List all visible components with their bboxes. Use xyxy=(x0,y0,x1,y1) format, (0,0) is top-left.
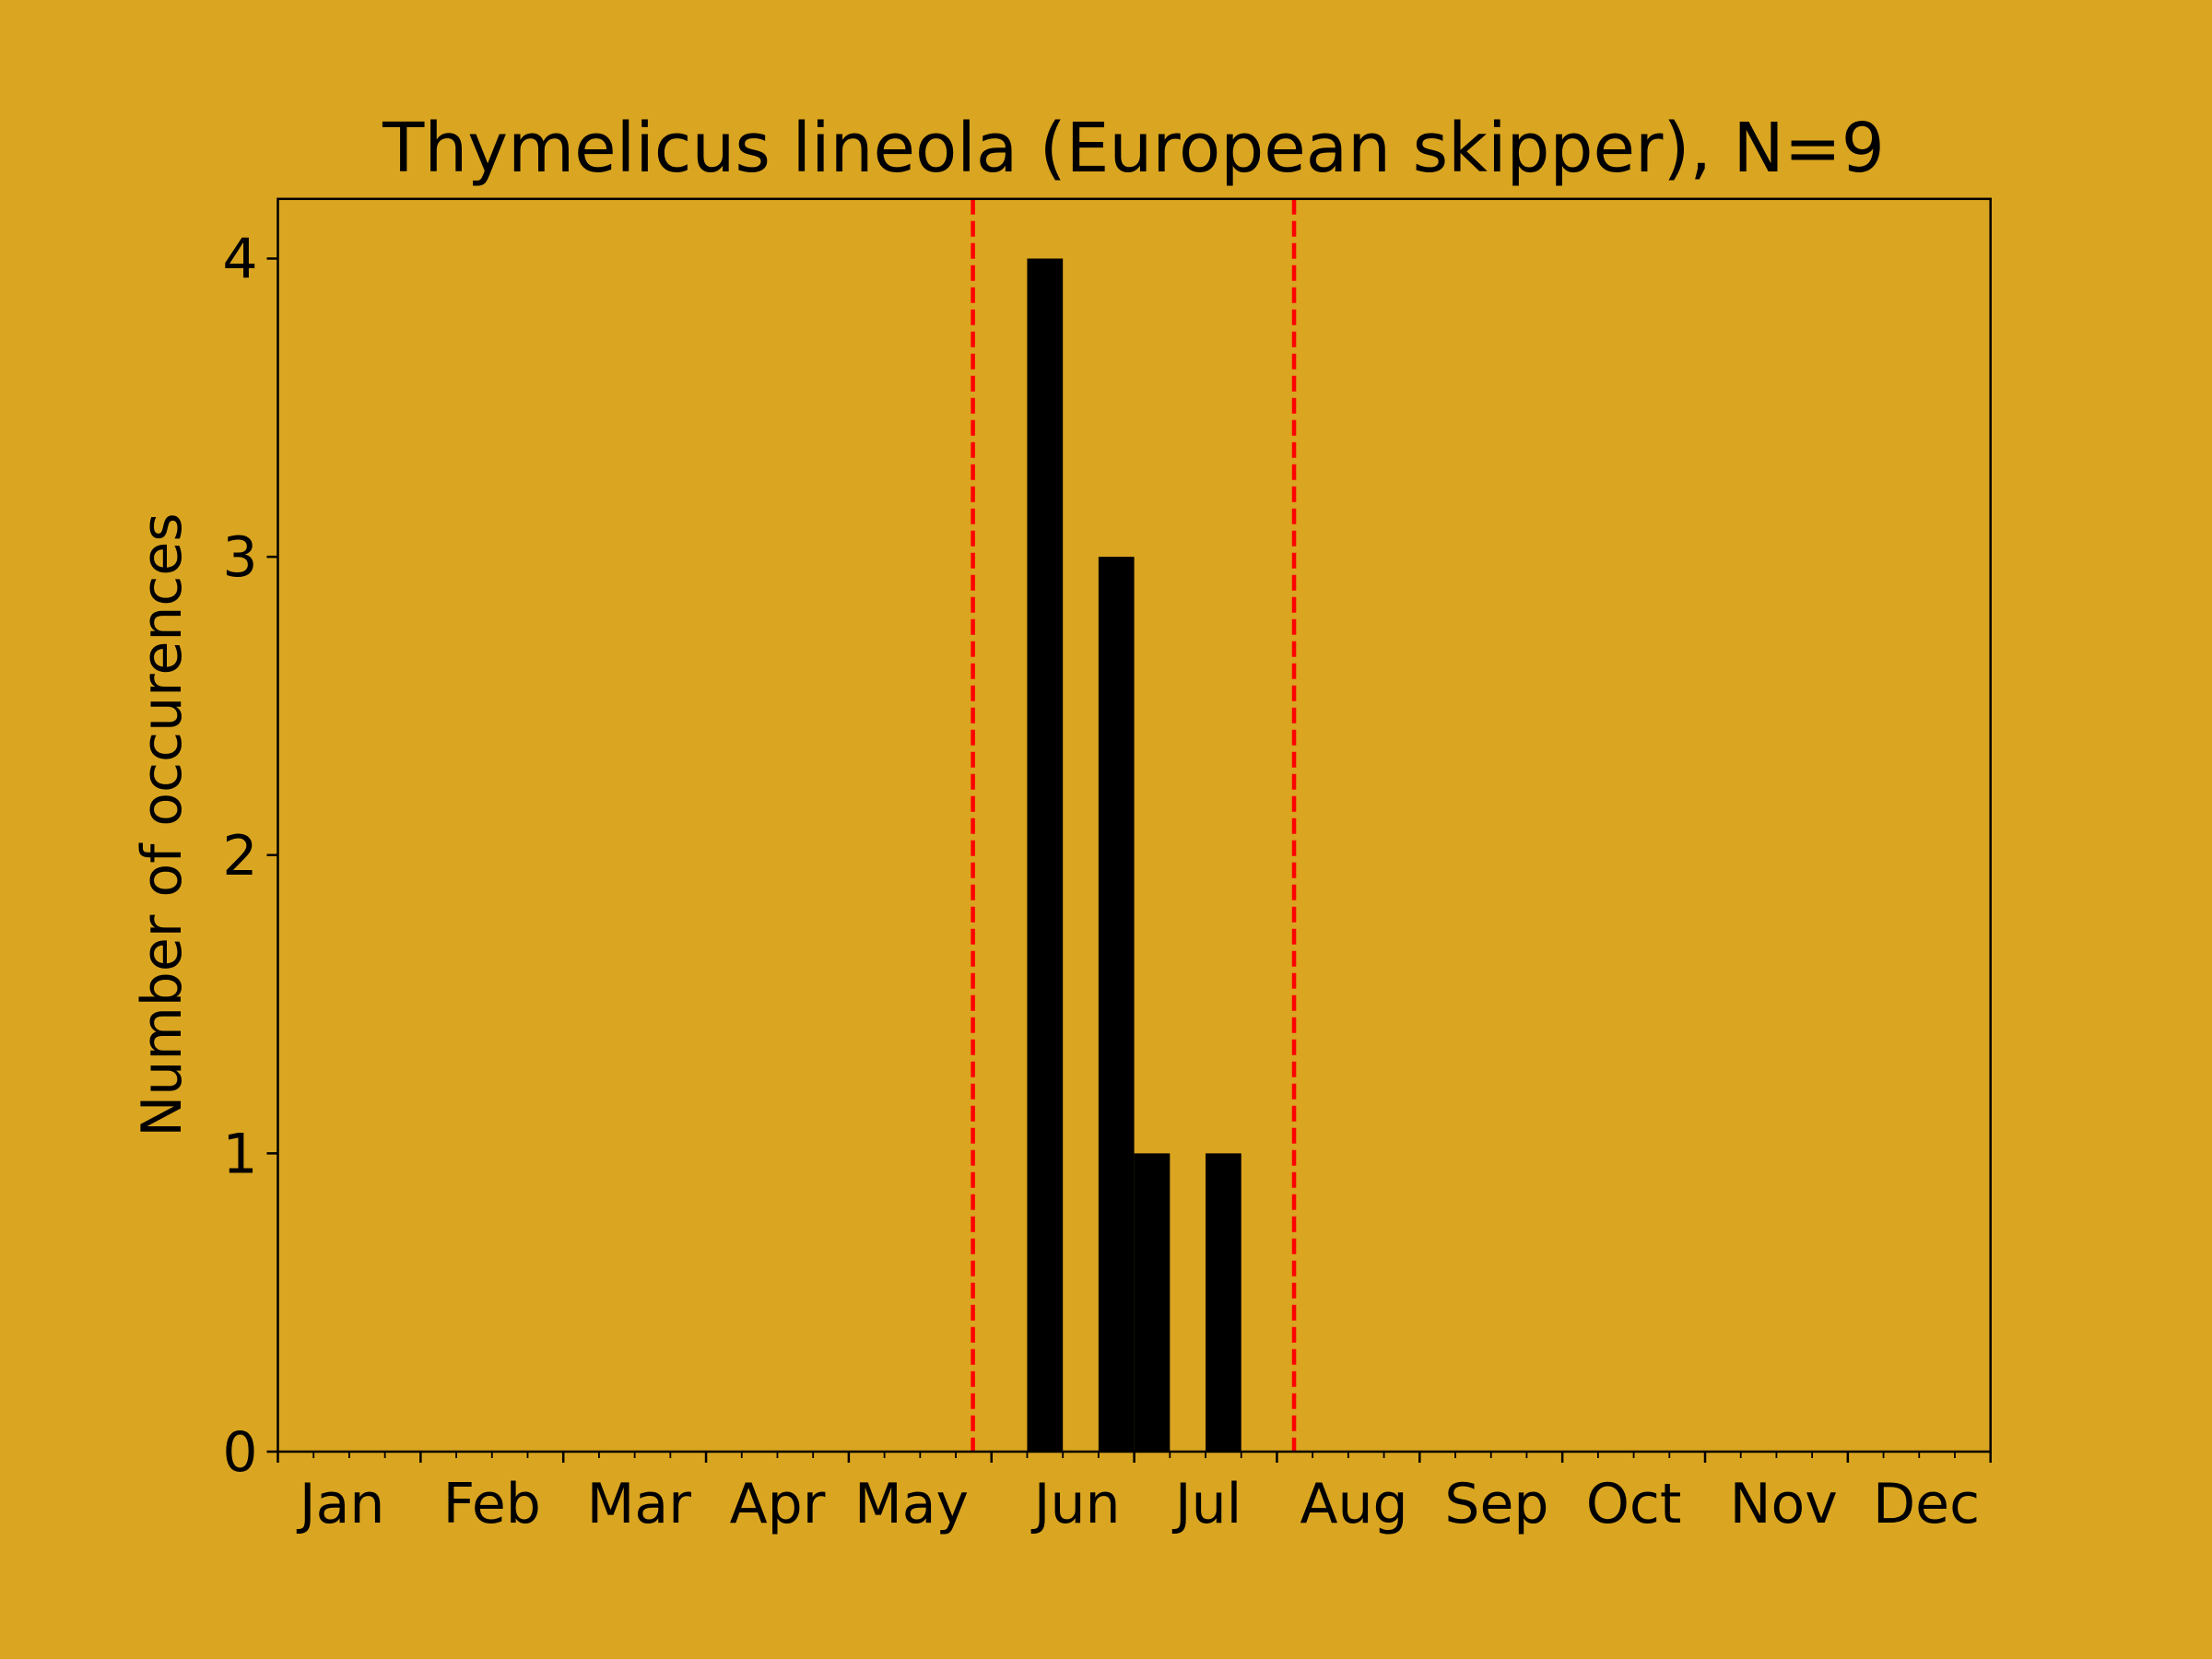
x-tick-label: Jun xyxy=(1030,1472,1121,1536)
chart-title: Thymelicus lineola (European skipper), N… xyxy=(382,109,1885,188)
bar xyxy=(1027,258,1064,1452)
y-axis-label: Number of occurences xyxy=(130,512,194,1136)
x-tick-label: Jan xyxy=(296,1472,385,1536)
y-tick-label: 2 xyxy=(222,824,257,888)
y-tick-label: 1 xyxy=(222,1122,257,1186)
bar xyxy=(1206,1153,1241,1452)
x-tick-label: Apr xyxy=(730,1472,826,1536)
x-tick-label: Nov xyxy=(1730,1472,1838,1536)
x-tick-label: Sep xyxy=(1444,1472,1548,1536)
x-tick-label: May xyxy=(854,1472,969,1536)
x-tick-label: Jul xyxy=(1171,1472,1241,1536)
x-tick-label: Aug xyxy=(1300,1472,1407,1536)
x-tick-label: Oct xyxy=(1586,1472,1682,1536)
y-tick-label: 0 xyxy=(222,1420,257,1485)
y-tick-label: 4 xyxy=(222,228,257,292)
bar xyxy=(1098,557,1135,1452)
x-tick-label: Dec xyxy=(1873,1472,1980,1536)
x-tick-label: Feb xyxy=(443,1472,541,1536)
x-tick-label: Mar xyxy=(587,1472,692,1536)
y-tick-label: 3 xyxy=(222,525,257,590)
bar xyxy=(1134,1153,1171,1452)
